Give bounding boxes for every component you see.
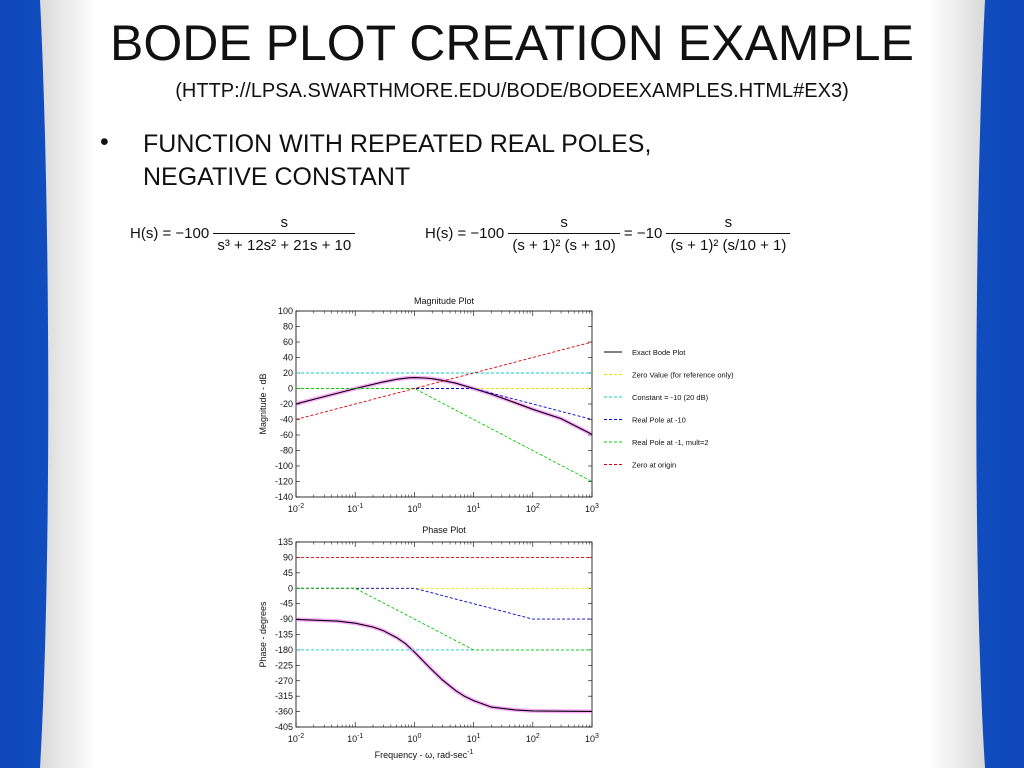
equation-3-denominator: (s + 1)² (s/10 + 1) bbox=[670, 237, 787, 254]
y-axis-label: Phase - degrees bbox=[258, 601, 268, 668]
equation-2-fraction: s (s + 1)² (s + 10) bbox=[508, 214, 620, 254]
y-tick-label: -225 bbox=[275, 660, 293, 670]
equation-1-lhs: H(s) = −100 bbox=[130, 224, 210, 242]
y-tick-label: 100 bbox=[278, 306, 293, 316]
legend-label: Real Pole at -1, mult=2 bbox=[632, 438, 709, 447]
legend-label: Constant = -10 (20 dB) bbox=[632, 393, 709, 402]
x-tick-label: 100 bbox=[407, 733, 421, 744]
bullet-text: FUNCTION WITH REPEATED REAL POLES, NEGAT… bbox=[143, 130, 652, 191]
y-tick-label: -180 bbox=[275, 645, 293, 655]
y-tick-label: 40 bbox=[283, 353, 293, 363]
y-axis-label: Magnitude - dB bbox=[258, 373, 268, 434]
x-tick-label: 10-1 bbox=[347, 503, 363, 514]
series-line-exact bbox=[296, 377, 592, 435]
x-tick-label: 101 bbox=[467, 733, 481, 744]
y-tick-label: -90 bbox=[280, 614, 293, 624]
equation-2-denominator: (s + 1)² (s + 10) bbox=[512, 237, 616, 254]
series-line-zero-origin bbox=[296, 341, 592, 420]
y-tick-label: -20 bbox=[280, 399, 293, 409]
series-line-real-pole-10 bbox=[296, 587, 592, 620]
equation-1-denominator: s³ + 12s² + 21s + 10 bbox=[217, 237, 352, 254]
equation-3-numerator: s bbox=[666, 214, 791, 234]
x-tick-label: 100 bbox=[407, 503, 421, 514]
chart-title: Magnitude Plot bbox=[414, 296, 475, 306]
legend-label: Zero Value (for reference only) bbox=[632, 371, 734, 380]
x-tick-label: 103 bbox=[585, 733, 599, 744]
y-tick-label: 0 bbox=[288, 384, 293, 394]
equation-1-fraction: s s³ + 12s² + 21s + 10 bbox=[213, 214, 356, 254]
x-axis-label: Frequency - ω, rad-sec-1 bbox=[375, 749, 474, 760]
equation-2: H(s) = −100 s (s + 1)² (s + 10) = −10 s … bbox=[425, 214, 791, 254]
y-tick-label: -40 bbox=[280, 415, 293, 425]
legend: Exact Bode Plot Zero Value (for reference… bbox=[604, 348, 734, 470]
y-tick-label: 80 bbox=[283, 322, 293, 332]
magnitude-plot: 100 80 60 40 20 0 -20 -40 -60 -80 -100 -120 -140 Magn… bbox=[258, 296, 734, 502]
equation-3-lhs: = −10 bbox=[623, 224, 663, 242]
x-tick-label: 10-1 bbox=[347, 733, 363, 744]
legend-label: Exact Bode Plot bbox=[632, 348, 686, 357]
slide-subtitle: (HTTP://LPSA.SWARTHMORE.EDU/BODE/BODEEXA… bbox=[175, 80, 849, 102]
chart-title: Phase Plot bbox=[422, 525, 466, 535]
y-tick-label: 0 bbox=[288, 583, 293, 593]
y-tick-label: 45 bbox=[283, 568, 293, 578]
y-tick-label: 60 bbox=[283, 337, 293, 347]
y-tick-label: -60 bbox=[280, 430, 293, 440]
y-tick-label: -45 bbox=[280, 599, 293, 609]
y-tick-label: -100 bbox=[275, 461, 293, 471]
equation-1-numerator: s bbox=[213, 214, 356, 234]
x-tick-label: 103 bbox=[585, 503, 599, 514]
y-tick-label: -405 bbox=[275, 722, 293, 732]
phase-plot: 135 90 45 0 -45 -90 -135 -180 -225 -270 -315 -360 -4… bbox=[258, 525, 593, 760]
y-tick-label: -140 bbox=[275, 492, 293, 502]
x-tick-label: 102 bbox=[526, 503, 540, 514]
y-tick-label: 135 bbox=[278, 537, 293, 547]
plot-area bbox=[295, 541, 593, 728]
x-tick-label: 102 bbox=[526, 733, 540, 744]
x-tick-label: 10-2 bbox=[288, 733, 304, 744]
equation-2-numerator: s bbox=[508, 214, 620, 234]
equation-3-fraction: s (s + 1)² (s/10 + 1) bbox=[666, 214, 791, 254]
y-tick-label: 90 bbox=[283, 552, 293, 562]
x-tick-label: 10-2 bbox=[288, 503, 304, 514]
series-line-real-pole-10 bbox=[296, 388, 592, 420]
series-line-real-pole-1 bbox=[296, 587, 592, 651]
y-tick-label: -80 bbox=[280, 446, 293, 456]
equation-1: H(s) = −100 s s³ + 12s² + 21s + 10 bbox=[130, 214, 356, 254]
series-line-real-pole-1 bbox=[296, 388, 592, 482]
slide-title: BODE PLOT CREATION EXAMPLE bbox=[110, 15, 914, 71]
y-tick-label: -135 bbox=[275, 630, 293, 640]
series-line-exact bbox=[296, 618, 592, 712]
y-tick-label: -315 bbox=[275, 691, 293, 701]
legend-label: Zero at origin bbox=[632, 461, 676, 470]
equation-2-lhs: H(s) = −100 bbox=[425, 224, 505, 242]
y-tick-label: -120 bbox=[275, 477, 293, 487]
bullet-marker: • bbox=[100, 128, 109, 156]
legend-label: Real Pole at -10 bbox=[632, 416, 686, 425]
x-tick-label: 101 bbox=[467, 503, 481, 514]
y-tick-label: -270 bbox=[275, 676, 293, 686]
y-tick-label: 20 bbox=[283, 368, 293, 378]
y-tick-label: -360 bbox=[275, 707, 293, 717]
